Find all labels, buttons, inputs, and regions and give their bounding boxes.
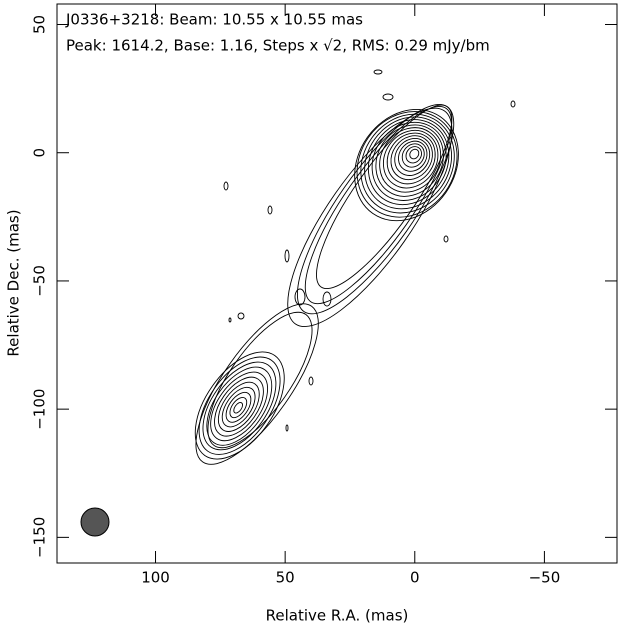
y-tick-label: −100 <box>31 389 49 430</box>
contour <box>401 143 425 168</box>
contour <box>228 317 232 323</box>
contour <box>390 135 433 181</box>
contour <box>398 140 428 172</box>
contour <box>214 376 264 437</box>
y-tick-label: −50 <box>31 265 49 297</box>
x-axis-label: Relative R.A. (mas) <box>266 607 409 625</box>
contour <box>223 181 229 191</box>
contour <box>285 424 289 432</box>
contour <box>217 381 260 432</box>
contour <box>386 132 436 185</box>
contour <box>356 111 458 218</box>
contour <box>294 288 306 306</box>
contour <box>510 100 516 108</box>
contour <box>225 391 252 423</box>
contour <box>284 249 290 263</box>
contour <box>367 119 450 206</box>
contour <box>308 376 314 386</box>
x-tick-label: −50 <box>529 569 561 587</box>
contour-group <box>287 104 455 327</box>
contour <box>202 361 277 451</box>
annotation: Peak: 1614.2, Base: 1.16, Steps x √2, RM… <box>66 37 490 55</box>
contour <box>304 105 453 305</box>
contour <box>237 312 245 320</box>
contour <box>194 351 285 460</box>
y-tick-label: 50 <box>31 15 49 34</box>
contour-map <box>194 69 516 465</box>
contour <box>373 69 383 75</box>
x-tick-label: 50 <box>276 569 295 587</box>
contour <box>379 127 442 193</box>
contour <box>287 107 453 327</box>
contour <box>364 116 453 210</box>
contour <box>360 113 455 214</box>
contour <box>210 371 269 442</box>
contour <box>195 303 319 465</box>
contour <box>382 129 439 189</box>
contour <box>443 235 449 243</box>
contour <box>382 93 394 101</box>
contour <box>354 109 459 222</box>
contour <box>375 124 444 197</box>
y-axis-label: Relative Dec. (mas) <box>5 209 23 356</box>
contour-group <box>354 109 459 222</box>
plot-frame <box>56 3 618 564</box>
y-tick-label: 0 <box>31 148 49 158</box>
contour <box>229 396 248 419</box>
contour <box>405 146 422 164</box>
contour-group <box>195 303 319 465</box>
contour <box>371 121 447 201</box>
contour <box>296 104 455 315</box>
beam <box>80 507 110 537</box>
contour-group <box>194 351 285 460</box>
contour <box>233 402 243 414</box>
contour <box>221 386 256 428</box>
y-tick-label: −150 <box>31 517 49 558</box>
contour <box>394 138 431 176</box>
x-tick-label: 0 <box>410 569 420 587</box>
contour <box>267 205 273 215</box>
contour <box>322 291 332 307</box>
contour <box>409 148 420 160</box>
x-tick-label: 100 <box>141 569 170 587</box>
annotation: J0336+3218: Beam: 10.55 x 10.55 mas <box>65 11 363 29</box>
contour <box>207 311 313 449</box>
